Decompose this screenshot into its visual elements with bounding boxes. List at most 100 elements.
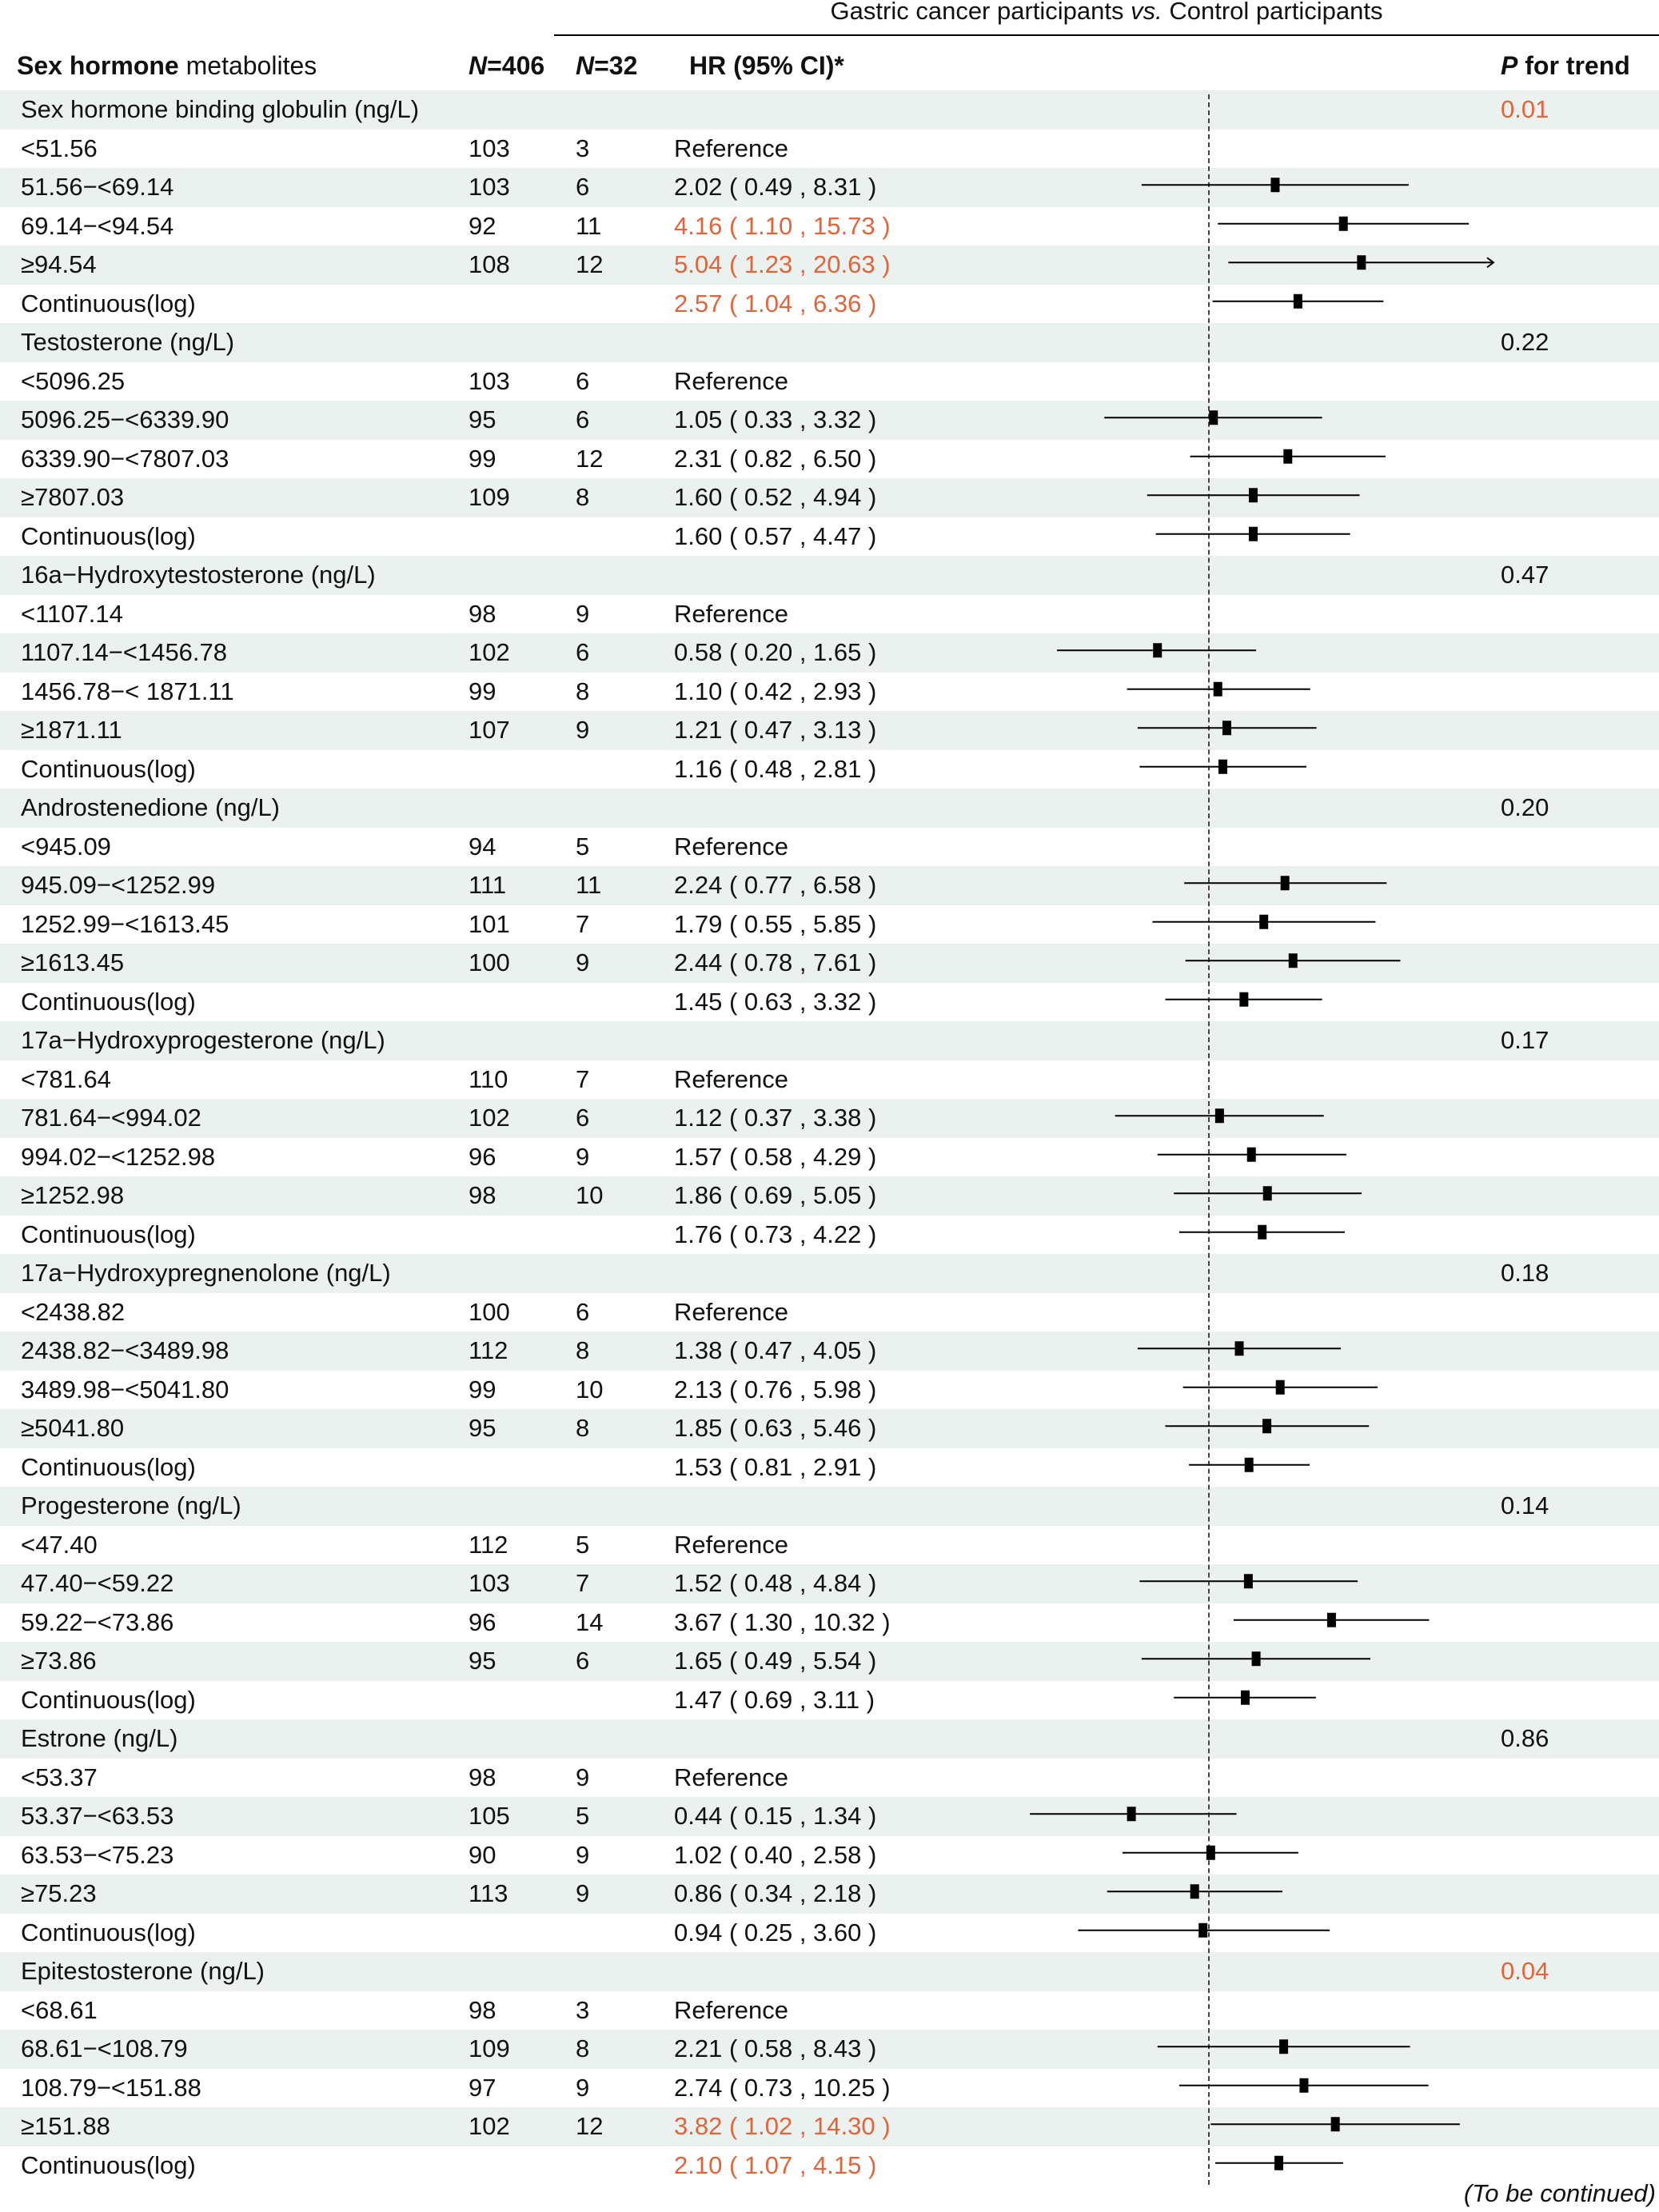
n-total-cell: 102: [469, 2112, 510, 2140]
n-cases-cell: 6: [576, 405, 590, 433]
category-label: ≥5041.80: [21, 1414, 125, 1442]
hr-ci-cell: 3.82 ( 1.02 , 14.30 ): [674, 2112, 891, 2140]
section-name: Estrone (ng/L): [21, 1724, 178, 1752]
n-symbol: N: [469, 51, 488, 80]
hr-ci-cell: Reference: [674, 1763, 789, 1791]
table-row: 1252.99−<1613.45 101 7 1.79 ( 0.55 , 5.85 ): [0, 905, 1659, 944]
hr-ci-cell: 2.44 ( 0.78 , 7.61 ): [674, 948, 877, 976]
table-row: Continuous(log) 1.47 ( 0.69 , 3.11 ): [0, 1681, 1659, 1720]
n-symbol: N: [576, 51, 595, 80]
table-row: ≥5041.80 95 8 1.85 ( 0.63 , 5.46 ): [0, 1409, 1659, 1448]
hr-ci-cell: 2.74 ( 0.73 , 10.25 ): [674, 2073, 891, 2102]
hr-ci-cell: 1.57 ( 0.58 , 4.29 ): [674, 1142, 877, 1171]
category-label: ≥73.86: [21, 1647, 97, 1675]
section-header-row: Sex hormone binding globulin (ng/L) 0.01: [0, 90, 1659, 130]
category-label: 1252.99−<1613.45: [21, 909, 229, 938]
hr-point-marker: [1222, 721, 1231, 736]
hr-point-marker: [1288, 953, 1298, 968]
hr-point-marker: [1262, 1419, 1272, 1434]
hr-ci-cell: 2.31 ( 0.82 , 6.50 ): [674, 444, 877, 473]
hr-ci-cell: 1.65 ( 0.49 , 5.54 ): [674, 1647, 877, 1675]
table-row: 51.56−<69.14 103 6 2.02 ( 0.49 , 8.31 ): [0, 168, 1659, 207]
section-name: Testosterone (ng/L): [21, 328, 235, 356]
table-row: 781.64−<994.02 102 6 1.12 ( 0.37 , 3.38 ): [0, 1099, 1659, 1138]
hr-ci-cell: 1.47 ( 0.69 , 3.11 ): [674, 1685, 875, 1714]
hr-ci-cell: Reference: [674, 366, 789, 395]
category-label: <5096.25: [21, 366, 126, 395]
n-total-cell: 103: [469, 1569, 510, 1597]
n-cases-cell: 3: [576, 134, 590, 162]
category-label: ≥1252.98: [21, 1181, 125, 1209]
hr-point-marker: [1190, 1884, 1199, 1899]
n-cases-cell: 6: [576, 1104, 590, 1132]
p-trend-value: 0.04: [1501, 1957, 1549, 1985]
table-row: 108.79−<151.88 97 9 2.74 ( 0.73 , 10.25 ): [0, 2069, 1659, 2108]
section-header-row: Testosterone (ng/L) 0.22: [0, 323, 1659, 362]
table-row: ≥1613.45 100 9 2.44 ( 0.78 , 7.61 ): [0, 944, 1659, 983]
hr-point-marker: [1357, 255, 1366, 270]
hr-ci-cell: Reference: [674, 134, 789, 162]
table-row: Continuous(log) 1.53 ( 0.81 , 2.91 ): [0, 1448, 1659, 1487]
category-label: 5096.25−<6339.90: [21, 405, 229, 433]
category-label: <47.40: [21, 1530, 98, 1559]
section-name: Sex hormone binding globulin (ng/L): [21, 95, 420, 123]
hr-point-marker: [1293, 293, 1302, 309]
table-row: <68.61 98 3 Reference: [0, 1991, 1659, 2030]
ci-arrow-icon: [1486, 257, 1495, 269]
n-total-cell: 102: [469, 1104, 510, 1132]
section-header-row: Androstenedione (ng/L) 0.20: [0, 789, 1659, 828]
category-label: 945.09−<1252.99: [21, 871, 216, 899]
table-row: ≥7807.03 109 8 1.60 ( 0.52 , 4.94 ): [0, 478, 1659, 517]
hr-ci-cell: 1.21 ( 0.47 , 3.13 ): [674, 716, 877, 744]
n-cases-cell: 6: [576, 366, 590, 395]
hr-point-marker: [1246, 1147, 1256, 1162]
table-row: <2438.82 100 6 Reference: [0, 1293, 1659, 1332]
section-name: 17a−Hydroxyprogesterone (ng/L): [21, 1026, 385, 1054]
n-cases-cell: 6: [576, 1297, 590, 1326]
category-label: 6339.90−<7807.03: [21, 444, 229, 473]
category-label: 1107.14−<1456.78: [21, 638, 228, 666]
hr-point-marker: [1198, 1923, 1208, 1938]
hr-point-marker: [1218, 759, 1228, 774]
n-total-cell: 94: [469, 832, 497, 860]
table-row: 994.02−<1252.98 96 9 1.57 ( 0.58 , 4.29 ): [0, 1138, 1659, 1177]
category-label: 3489.98−<5041.80: [21, 1375, 229, 1403]
category-label: <781.64: [21, 1064, 111, 1093]
hr-point-marker: [1262, 1186, 1272, 1201]
section-name: Progesterone (ng/L): [21, 1491, 241, 1519]
hr-point-marker: [1275, 1380, 1285, 1395]
section-header-row: Estrone (ng/L) 0.86: [0, 1719, 1659, 1759]
n-total-cell: 99: [469, 677, 497, 705]
hr-ci-cell: 0.86 ( 0.34 , 2.18 ): [674, 1879, 877, 1907]
n-cases-value: =32: [594, 51, 638, 80]
category-label: <51.56: [21, 134, 98, 162]
n-total-cell: 92: [469, 211, 497, 240]
hr-ci-cell: 1.86 ( 0.69 , 5.05 ): [674, 1181, 877, 1209]
n-total-cell: 103: [469, 366, 510, 395]
n-total-cell: 101: [469, 909, 510, 938]
hr-ci-cell: Reference: [674, 1530, 789, 1559]
table-row: ≥75.23 113 9 0.86 ( 0.34 , 2.18 ): [0, 1875, 1659, 1914]
hr-point-marker: [1214, 1108, 1224, 1124]
column-header-hr: HR (95% CI)*: [689, 51, 844, 80]
hr-point-marker: [1259, 914, 1269, 929]
hr-point-marker: [1280, 876, 1290, 891]
hr-point-marker: [1279, 2039, 1289, 2054]
reference-line-hr-1: [1208, 94, 1210, 2185]
p-trend-value: 0.86: [1501, 1724, 1549, 1752]
category-label: 994.02−<1252.98: [21, 1142, 216, 1171]
n-cases-cell: 11: [576, 211, 602, 240]
section-name: 16a−Hydroxytestosterone (ng/L): [21, 561, 376, 589]
table-row: Continuous(log) 1.60 ( 0.57 , 4.47 ): [0, 517, 1659, 557]
category-label: ≥1613.45: [21, 948, 125, 976]
table-row: ≥94.54 108 12 5.04 ( 1.23 , 20.63 ): [0, 246, 1659, 285]
n-cases-cell: 9: [576, 1142, 590, 1171]
n-cases-cell: 6: [576, 638, 590, 666]
table-row: Continuous(log) 1.76 ( 0.73 , 4.22 ): [0, 1216, 1659, 1255]
category-label: 68.61−<108.79: [21, 2034, 188, 2062]
n-cases-cell: 9: [576, 1840, 590, 1869]
p-trend-value: 0.14: [1501, 1491, 1549, 1519]
n-total-cell: 98: [469, 1181, 497, 1209]
table-row: 3489.98−<5041.80 99 10 2.13 ( 0.76 , 5.98 ): [0, 1371, 1659, 1410]
n-total-cell: 100: [469, 948, 510, 976]
